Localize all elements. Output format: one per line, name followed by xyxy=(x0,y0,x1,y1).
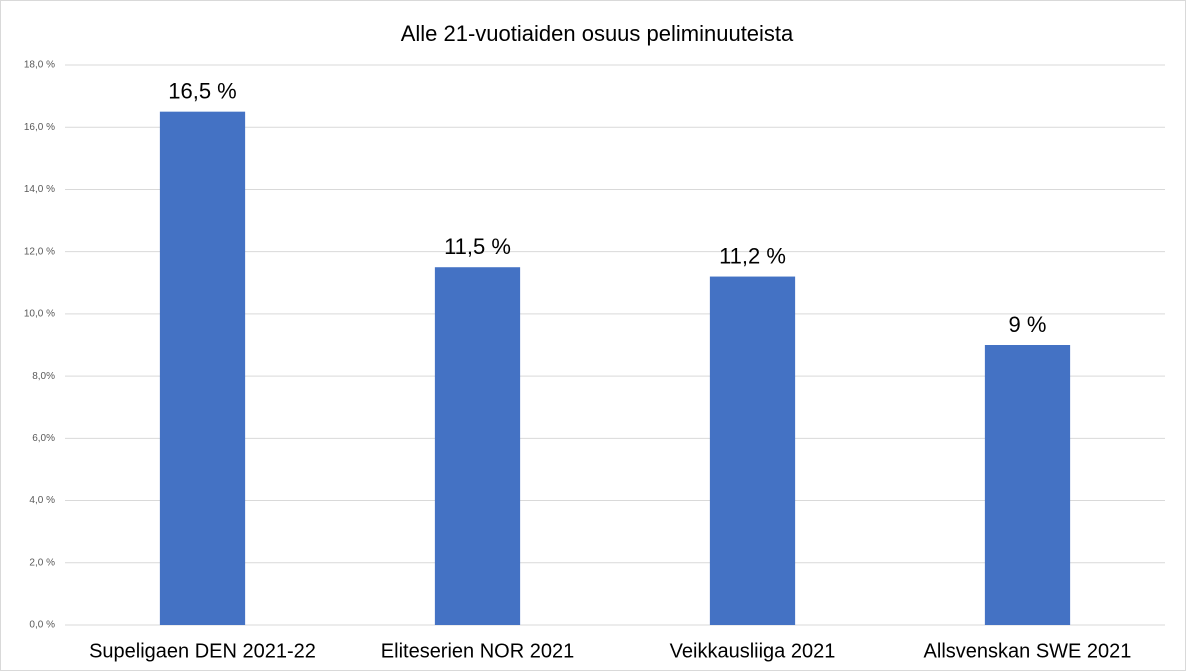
y-tick-label: 8,0% xyxy=(32,371,55,382)
value-label: 16,5 % xyxy=(168,78,237,103)
value-label: 9 % xyxy=(1009,312,1047,337)
x-tick-label: Eliteserien NOR 2021 xyxy=(381,640,574,662)
x-tick-label: Supeligaen DEN 2021-22 xyxy=(89,640,316,662)
y-tick-label: 18,0 % xyxy=(24,60,55,71)
bar xyxy=(159,111,246,625)
y-tick-label: 14,0 % xyxy=(24,184,55,195)
value-label: 11,5 % xyxy=(444,234,511,259)
y-tick-label: 0,0 % xyxy=(29,620,55,631)
y-tick-label: 4,0 % xyxy=(29,495,55,506)
y-tick-label: 12,0 % xyxy=(24,246,55,257)
bar xyxy=(434,267,521,625)
y-tick-label: 10,0 % xyxy=(24,309,55,320)
x-tick-label: Allsvenskan SWE 2021 xyxy=(924,640,1132,662)
chart-title: Alle 21-vuotiaiden osuus peliminuuteista xyxy=(401,21,794,46)
y-tick-label: 6,0% xyxy=(32,433,55,444)
y-tick-label: 2,0 % xyxy=(29,557,55,568)
x-tick-label: Veikkausliiga 2021 xyxy=(670,640,836,662)
y-tick-label: 16,0 % xyxy=(24,122,55,133)
bar xyxy=(984,345,1071,625)
bar xyxy=(709,276,796,625)
value-label: 11,2 % xyxy=(719,243,786,268)
